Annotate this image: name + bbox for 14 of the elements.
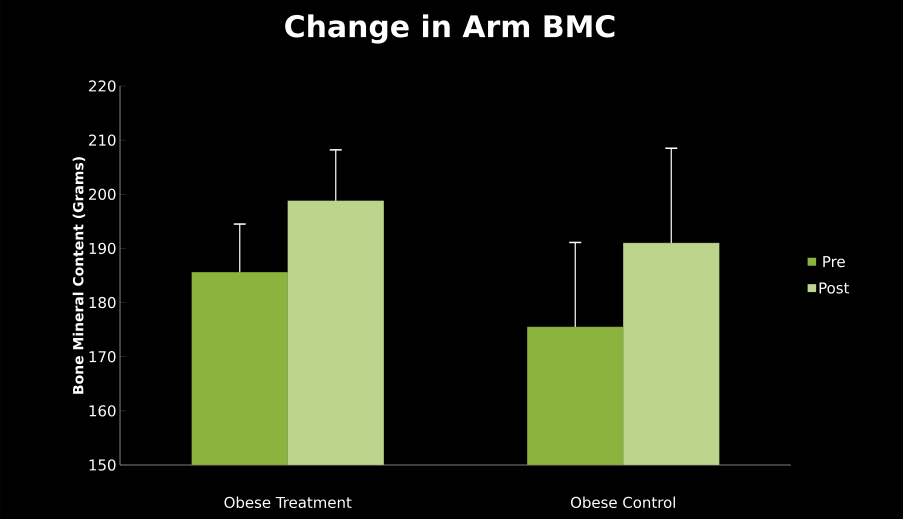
y-tick-label: 220	[89, 80, 116, 92]
x-tick-label: Obese Treatment	[224, 496, 352, 508]
y-tick-label: 210	[89, 134, 116, 146]
y-axis-title: Bone Mineral Content (Grams)	[72, 157, 86, 394]
y-tick-label: 170	[90, 351, 116, 362]
y-tick-label: 180	[90, 296, 116, 308]
y-tick-label: 200	[89, 188, 116, 200]
y-tick-label: 160	[90, 405, 116, 416]
y-tick-label: 150	[90, 459, 116, 471]
legend-label: Pre	[823, 256, 845, 268]
x-tick-label: Obese Control	[571, 496, 675, 508]
y-tick-label: 190	[90, 242, 116, 254]
chart-title: Change in Arm BMC	[285, 14, 614, 44]
legend-label: Post	[820, 282, 850, 294]
